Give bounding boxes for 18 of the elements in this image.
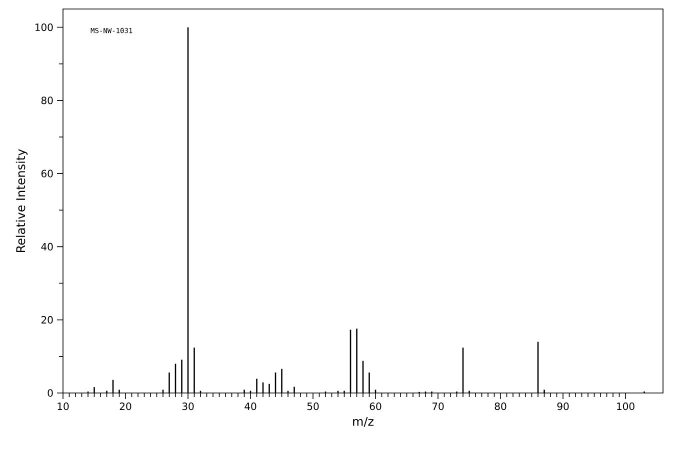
y-tick-label: 80 [41,96,53,104]
x-tick-label: 20 [120,402,132,410]
y-tick-label: 20 [41,316,53,324]
y-tick-label: 0 [48,389,53,397]
x-tick-label: 100 [617,402,634,410]
x-axis-title: m/z [353,416,374,427]
y-tick-label: 100 [35,23,53,32]
y-tick-label: 60 [41,170,53,178]
x-tick-label: 80 [494,402,506,410]
y-axis-title: Relative Intensity [16,149,28,252]
x-tick-label: 50 [307,402,319,410]
x-tick-label: 60 [370,402,382,410]
y-tick-label: 40 [41,242,53,250]
x-tick-label: 10 [58,402,69,410]
x-tick-label: 40 [244,402,256,410]
x-tick-label: 30 [182,402,194,410]
x-tick-label: 70 [432,402,444,410]
x-tick-label: 90 [557,402,569,410]
